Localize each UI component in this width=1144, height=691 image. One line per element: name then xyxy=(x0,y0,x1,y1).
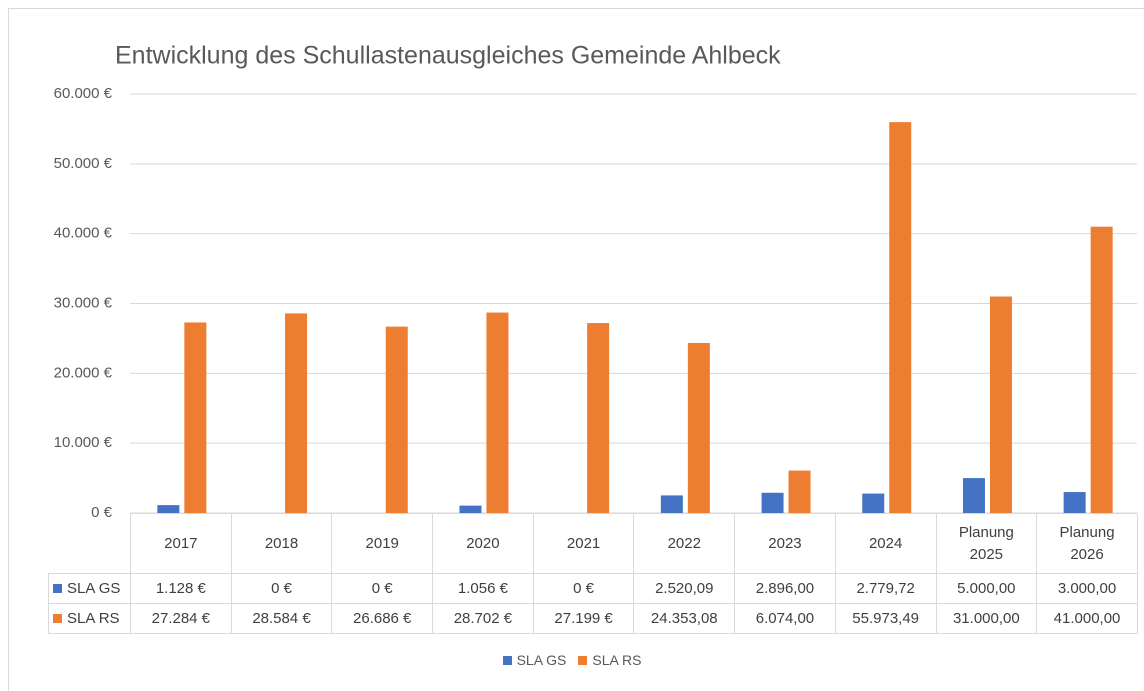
data-label: 55.973,49 xyxy=(834,603,937,634)
x-tick-label: 2018 xyxy=(230,513,333,574)
y-tick-label: 40.000 € xyxy=(54,225,113,242)
bar xyxy=(1090,226,1113,513)
legend-label: SLA GS xyxy=(516,652,567,668)
data-label: 2.520,09 xyxy=(633,573,736,604)
table-row: SLA GS 1.128 €0 €0 €1.056 €0 €2.520,09 2.8… xyxy=(48,573,1138,604)
bar xyxy=(486,312,509,513)
y-tick-label: 30.000 € xyxy=(54,294,113,311)
x-tick-label: 2022 xyxy=(633,513,736,574)
legend: SLA GS SLA RS xyxy=(0,652,1144,668)
bar xyxy=(989,296,1012,513)
chart-title: Entwicklung des Schullastenausgleiches G… xyxy=(115,42,781,70)
legend-label: SLA RS xyxy=(592,652,642,668)
data-label: 0 € xyxy=(532,573,635,604)
data-label: 6.074,00 xyxy=(734,603,836,634)
x-tick-label: 2017 xyxy=(130,513,232,574)
data-label: 1.056 € xyxy=(432,573,534,604)
row-label: SLA RS xyxy=(48,603,131,634)
bar xyxy=(184,322,207,513)
x-tick-label: 2024 xyxy=(834,513,937,574)
data-label: 0 € xyxy=(331,573,434,604)
legend-key xyxy=(578,656,588,665)
x-tick-label: Planung 2025 xyxy=(935,513,1038,574)
data-label: 2.779,72 xyxy=(834,573,937,604)
x-tick-label: 2021 xyxy=(532,513,635,574)
y-tick-label: 10.000 € xyxy=(54,434,113,451)
bar xyxy=(1063,492,1086,513)
legend-key xyxy=(502,656,512,665)
data-label: 26.686 € xyxy=(331,603,434,634)
data-label: 3.000,00 xyxy=(1036,573,1138,604)
data-label: 31.000,00 xyxy=(935,603,1038,634)
row-label-text: SLA GS xyxy=(67,579,121,597)
data-label: 1.128 € xyxy=(130,573,232,604)
bar xyxy=(889,122,912,513)
data-label: 28.702 € xyxy=(432,603,534,634)
y-tick-label: 60.000 € xyxy=(54,85,113,102)
bar xyxy=(660,495,683,513)
row-label: SLA GS xyxy=(48,573,131,604)
bar xyxy=(962,478,985,513)
bar xyxy=(761,492,784,513)
data-label: 5.000,00 xyxy=(935,573,1038,604)
data-label: 0 € xyxy=(230,573,333,604)
bar xyxy=(285,313,308,513)
legend-key xyxy=(53,613,62,623)
bar xyxy=(788,470,811,513)
data-label: 41.000,00 xyxy=(1036,603,1138,634)
legend-item: SLA GS xyxy=(502,652,567,668)
bar xyxy=(862,493,885,513)
data-label: 2.896,00 xyxy=(734,573,836,604)
data-label: 24.353,08 xyxy=(633,603,736,634)
x-tick-label: Planung 2026 xyxy=(1036,513,1138,574)
data-label: 27.284 € xyxy=(130,603,232,634)
bar xyxy=(385,326,408,513)
data-label: 28.584 € xyxy=(230,603,333,634)
x-tick-label: 2020 xyxy=(432,513,534,574)
chart-border xyxy=(8,8,1144,691)
bar xyxy=(459,505,482,513)
data-table: 2017 2018 2019 2020 2021 2022 2023 2024 Planung … xyxy=(48,513,1138,634)
row-label-text: SLA RS xyxy=(67,609,120,627)
bar xyxy=(687,342,710,513)
legend-item: SLA RS xyxy=(578,652,641,668)
corner-cell xyxy=(48,513,131,574)
data-label: 27.199 € xyxy=(532,603,635,634)
bar xyxy=(157,505,180,513)
y-tick-label: 20.000 € xyxy=(54,364,113,381)
legend-key xyxy=(53,583,62,593)
x-tick-label: 2023 xyxy=(734,513,836,574)
bar xyxy=(587,323,610,513)
y-tick-label: 50.000 € xyxy=(54,155,113,172)
table-header-row: 2017 2018 2019 2020 2021 2022 2023 2024 Planung … xyxy=(48,513,1138,574)
x-tick-label: 2019 xyxy=(331,513,434,574)
table-row: SLA RS 27.284 €28.584 €26.686 €28.702 €27… xyxy=(48,603,1138,634)
